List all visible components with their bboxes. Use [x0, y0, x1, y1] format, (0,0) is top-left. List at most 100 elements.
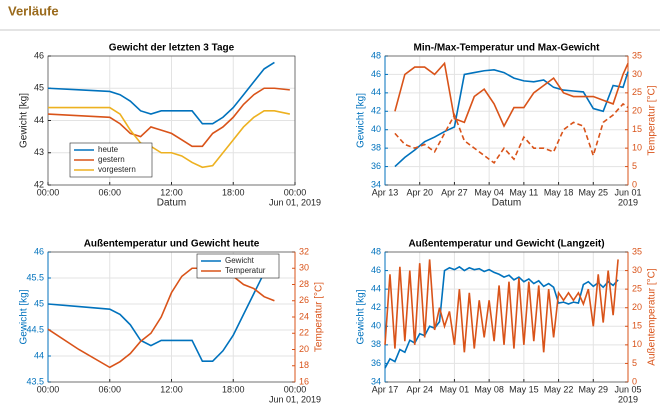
y2-tick-label: 18 — [299, 360, 309, 370]
series-line — [47, 267, 275, 369]
series-line — [47, 261, 275, 362]
y2-tick-label: 35 — [632, 246, 642, 256]
y-tick-label: 42 — [34, 179, 44, 189]
x-tick-label: May 25 — [579, 187, 609, 197]
y2-tick-label: 26 — [299, 295, 309, 305]
x-axis-label: Datum — [492, 198, 521, 209]
y-tick-label: 42 — [371, 106, 381, 116]
y-tick-label: 44.5 — [26, 324, 44, 334]
y2-tick-label: 28 — [299, 279, 309, 289]
y-tick-label: 43.5 — [26, 376, 44, 386]
series-line — [394, 61, 629, 128]
series-line — [47, 61, 275, 125]
x-secondary-label: 2019 — [618, 394, 638, 404]
x-tick-label: 18:00 — [222, 187, 245, 197]
chart-title: Außentemperatur und Gewicht (Langzeit) — [408, 239, 604, 250]
y-tick-label: 43 — [34, 147, 44, 157]
y-tick-label: 44 — [34, 350, 44, 360]
x-secondary-label: Jun 01, 2019 — [269, 394, 321, 404]
y2-tick-label: 30 — [632, 69, 642, 79]
y2-tick-label: 25 — [632, 87, 642, 97]
x-axis-label: Datum — [157, 198, 186, 209]
x-tick-label: 00:00 — [284, 187, 307, 197]
x-tick-label: Apr 17 — [372, 384, 399, 394]
x-tick-label: Apr 13 — [372, 187, 399, 197]
y-tick-label: 45.5 — [26, 272, 44, 282]
x-tick-label: 18:00 — [222, 384, 245, 394]
y-tick-label: 46 — [371, 69, 381, 79]
chart-title: Gewicht der letzten 3 Tage — [109, 43, 235, 54]
y-tick-label: 44 — [371, 87, 381, 97]
y-axis-label: Gewicht [kg] — [356, 289, 367, 344]
series-line — [394, 69, 629, 168]
x-tick-label: May 15 — [509, 384, 539, 394]
y-tick-label: 36 — [371, 358, 381, 368]
y-axis-label: Gewicht [kg] — [19, 93, 30, 148]
legend-label: gestern — [98, 155, 125, 164]
x-tick-label: May 29 — [579, 384, 609, 394]
y2-tick-label: 5 — [632, 161, 637, 171]
y-tick-label: 34 — [371, 376, 381, 386]
x-tick-label: 00:00 — [37, 384, 60, 394]
y2-tick-label: 16 — [299, 376, 309, 386]
y-tick-label: 46 — [34, 246, 44, 256]
y-tick-label: 45 — [34, 298, 44, 308]
y-tick-label: 40 — [371, 321, 381, 331]
y2-tick-label: 15 — [632, 321, 642, 331]
x-tick-label: 12:00 — [160, 384, 183, 394]
y2-tick-label: 15 — [632, 124, 642, 134]
y2-tick-label: 32 — [299, 246, 309, 256]
series-line — [394, 102, 629, 165]
y-tick-label: 44 — [34, 115, 44, 125]
x-tick-label: May 08 — [474, 384, 504, 394]
legend-label: heute — [98, 145, 119, 154]
series-line — [48, 106, 291, 169]
y-axis-label: Gewicht [kg] — [19, 289, 30, 344]
y2-axis-label: Temperatur [°C] — [314, 282, 325, 352]
x-tick-label: Apr 27 — [441, 187, 468, 197]
y-tick-label: 34 — [371, 179, 381, 189]
legend-label: Temperatur — [225, 266, 266, 275]
y2-tick-label: 0 — [632, 376, 637, 386]
y-tick-label: 38 — [371, 339, 381, 349]
x-tick-label: 06:00 — [98, 384, 121, 394]
y2-tick-label: 5 — [632, 358, 637, 368]
y-tick-label: 46 — [34, 50, 44, 60]
y-tick-label: 48 — [371, 246, 381, 256]
y-tick-label: 40 — [371, 124, 381, 134]
series-line — [384, 259, 619, 353]
y-tick-label: 44 — [371, 284, 381, 294]
x-tick-label: May 01 — [440, 384, 470, 394]
axes-box — [47, 55, 296, 186]
y2-tick-label: 20 — [632, 302, 642, 312]
x-tick-label: 06:00 — [98, 187, 121, 197]
y-tick-label: 45 — [34, 83, 44, 93]
x-tick-label: May 18 — [544, 187, 574, 197]
legend-box — [196, 253, 280, 279]
x-tick-label: Apr 20 — [406, 187, 433, 197]
x-tick-label: Apr 24 — [406, 384, 433, 394]
y2-tick-label: 20 — [632, 106, 642, 116]
x-tick-label: May 22 — [544, 384, 574, 394]
x-tick-label: Jun 01 — [614, 187, 641, 197]
x-secondary-label: Jun 01, 2019 — [269, 197, 321, 207]
y2-axis-label: Temperatur [°C] — [647, 85, 658, 155]
x-tick-label: Jun 05 — [614, 384, 641, 394]
x-tick-label: 00:00 — [37, 187, 60, 197]
y-tick-label: 48 — [371, 50, 381, 60]
y2-tick-label: 0 — [632, 179, 637, 189]
chart-title: Min-/Max-Temperatur und Max-Gewicht — [414, 43, 601, 54]
y-tick-label: 38 — [371, 143, 381, 153]
y-tick-label: 36 — [371, 161, 381, 171]
y-tick-label: 42 — [371, 302, 381, 312]
y2-tick-label: 20 — [299, 344, 309, 354]
y2-tick-label: 10 — [632, 143, 642, 153]
y2-tick-label: 22 — [299, 328, 309, 338]
chart-title: Außentemperatur und Gewicht heute — [84, 239, 260, 250]
y2-tick-label: 30 — [632, 265, 642, 275]
x-tick-label: May 04 — [474, 187, 504, 197]
x-tick-label: May 11 — [509, 187, 538, 197]
y2-tick-label: 30 — [299, 263, 309, 273]
